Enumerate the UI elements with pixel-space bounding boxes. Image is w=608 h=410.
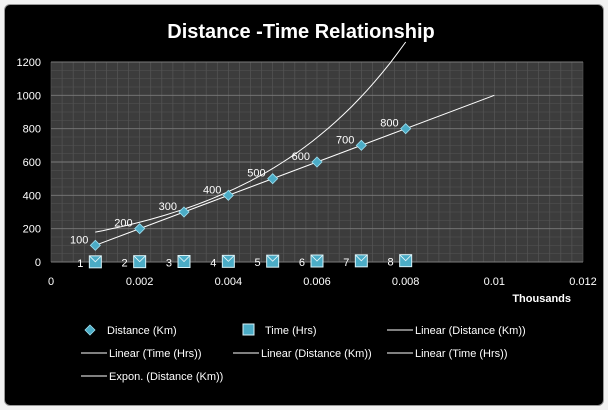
data-label: 4 [210, 257, 216, 269]
data-label: 5 [255, 257, 261, 269]
x-axis-unit-label: Thousands [512, 293, 571, 305]
x-axis-ticks: 0 0.002 0.004 0.006 0.008 0.01 0.012 [48, 276, 597, 288]
data-series: 100 200 300 400 500 600 700 800 1 2 3 4 5 6 7 8 [70, 118, 413, 270]
trendline [95, 41, 407, 233]
data-label: 200 [114, 218, 132, 230]
x-tick-label: 0.01 [484, 276, 505, 288]
y-tick-label: 1200 [17, 57, 41, 69]
data-point-square-shine [266, 254, 279, 262]
legend-entry: Linear (Time (Hrs)) [415, 348, 508, 360]
y-tick-label: 0 [35, 257, 41, 269]
data-label: 7 [343, 257, 349, 269]
data-label: 700 [336, 134, 354, 146]
legend-entry: Expon. (Distance (Km)) [109, 371, 223, 383]
chart-title: Distance -Time Relationship [167, 21, 434, 43]
x-tick-label: 0.002 [126, 276, 154, 288]
data-point-diamond [400, 123, 412, 135]
y-tick-label: 200 [23, 224, 41, 236]
legend-entry: Distance (Km) [107, 325, 177, 337]
data-label: 3 [166, 258, 172, 270]
y-tick-label: 400 [23, 190, 41, 202]
legend-entry: Linear (Distance (Km)) [415, 325, 526, 337]
y-tick-label: 600 [23, 157, 41, 169]
data-point-square-shine [133, 255, 146, 263]
data-label: 2 [122, 258, 128, 270]
data-point-diamond [134, 223, 146, 235]
data-point-square-shine [399, 254, 412, 262]
data-label: 1 [77, 258, 83, 270]
data-point-diamond [311, 156, 323, 168]
data-point-diamond [89, 239, 101, 251]
data-point-diamond [178, 206, 190, 218]
x-tick-label: 0.004 [215, 276, 243, 288]
chart-svg: Distance -Time Relationship 020040060080… [17, 21, 597, 383]
data-point-square-shine [222, 255, 235, 262]
trendline [95, 94, 495, 246]
y-axis-ticks: 0 200 400 600 800 1000 1200 [17, 57, 41, 269]
x-tick-label: 0.008 [392, 276, 420, 288]
legend-entry: Linear (Distance (Km)) [261, 348, 372, 360]
legend-entry: Linear (Time (Hrs)) [109, 348, 202, 360]
legend-entry: Time (Hrs) [265, 325, 317, 337]
legend-marker-diamond [84, 324, 96, 336]
y-tick-label: 800 [23, 124, 41, 136]
data-label: 8 [388, 257, 394, 269]
data-label: 800 [380, 118, 398, 130]
data-point-square-shine [310, 254, 324, 262]
x-tick-label: 0.012 [569, 276, 597, 288]
grid-lines [50, 61, 584, 263]
data-label: 500 [247, 168, 265, 180]
data-label: 100 [70, 234, 88, 246]
data-point-square-shine [177, 255, 191, 263]
data-label: 300 [159, 201, 177, 213]
chart-area: Distance -Time Relationship 0 200 400 600 80… [4, 4, 604, 406]
legend-marker-square [242, 323, 255, 336]
data-point-square-shine [355, 254, 368, 262]
data-label: 600 [292, 151, 310, 163]
x-tick-label: 0.006 [303, 276, 331, 288]
data-point-diamond [222, 189, 234, 201]
data-label: 6 [299, 257, 305, 269]
data-point-diamond [267, 173, 279, 185]
data-label: 400 [203, 184, 221, 196]
y-tick-label: 1000 [17, 90, 41, 102]
legend: Distance (Km) Time (Hrs) Linear (Distance … [81, 323, 526, 383]
x-tick-label: 0 [48, 276, 54, 288]
trendlines [95, 41, 495, 246]
data-point-square-shine [89, 255, 102, 263]
data-point-diamond [355, 139, 367, 151]
